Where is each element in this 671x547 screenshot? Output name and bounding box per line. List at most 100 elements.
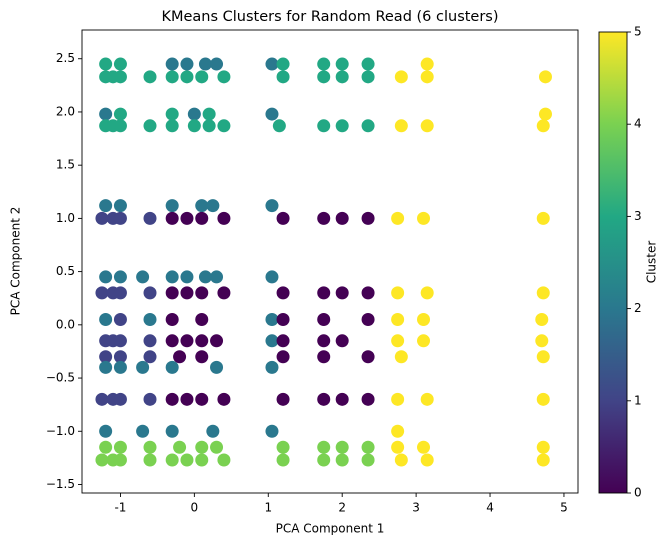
x-axis-label: PCA Component 1 <box>276 522 385 536</box>
point <box>265 107 279 121</box>
point <box>202 107 216 121</box>
point <box>113 313 127 327</box>
x-tick-label: 0 <box>191 501 199 515</box>
point <box>165 199 179 213</box>
point <box>113 360 127 374</box>
point <box>173 440 187 454</box>
point <box>180 334 194 348</box>
point <box>335 453 349 467</box>
point <box>391 211 405 225</box>
point <box>276 440 290 454</box>
point <box>361 119 375 133</box>
point <box>361 211 375 225</box>
point <box>335 119 349 133</box>
colorbar-tick-label: 2 <box>634 301 642 315</box>
point <box>276 313 290 327</box>
point <box>113 270 127 284</box>
point <box>217 453 231 467</box>
point <box>198 270 212 284</box>
point <box>420 70 434 84</box>
point <box>143 350 157 364</box>
point <box>317 392 331 406</box>
point <box>143 70 157 84</box>
y-tick-label: 1.0 <box>56 211 75 225</box>
point <box>536 350 550 364</box>
point <box>394 453 408 467</box>
point <box>99 440 113 454</box>
point <box>165 270 179 284</box>
point <box>391 313 405 327</box>
point <box>272 119 286 133</box>
point <box>195 313 209 327</box>
x-tick-label: 2 <box>338 501 346 515</box>
point <box>391 286 405 300</box>
point <box>335 334 349 348</box>
point <box>195 199 209 213</box>
point <box>143 119 157 133</box>
point <box>180 270 194 284</box>
point <box>361 57 375 71</box>
point <box>195 453 209 467</box>
point <box>317 350 331 364</box>
point <box>180 286 194 300</box>
point <box>317 57 331 71</box>
point <box>95 211 109 225</box>
point <box>165 119 179 133</box>
point <box>391 424 405 438</box>
point <box>95 392 109 406</box>
point <box>420 453 434 467</box>
point <box>265 270 279 284</box>
point <box>165 70 179 84</box>
point <box>361 350 375 364</box>
point <box>180 57 194 71</box>
point <box>317 334 331 348</box>
point <box>538 107 552 121</box>
point <box>317 313 331 327</box>
point <box>391 392 405 406</box>
point <box>265 313 279 327</box>
point <box>113 350 127 364</box>
point <box>165 313 179 327</box>
point <box>265 334 279 348</box>
colorbar-tick-label: 3 <box>634 209 642 223</box>
point <box>210 360 224 374</box>
point <box>391 334 405 348</box>
point <box>217 286 231 300</box>
point <box>143 313 157 327</box>
point <box>113 199 127 213</box>
point <box>536 440 550 454</box>
point <box>265 199 279 213</box>
point <box>136 424 150 438</box>
y-tick-label: 0.5 <box>56 264 75 278</box>
point <box>276 350 290 364</box>
point <box>317 440 331 454</box>
point <box>361 313 375 327</box>
point <box>276 57 290 71</box>
y-tick-label: −0.5 <box>46 371 75 385</box>
point <box>165 211 179 225</box>
point <box>335 70 349 84</box>
point <box>417 334 431 348</box>
point <box>276 70 290 84</box>
point <box>206 199 220 213</box>
point <box>99 199 113 213</box>
y-tick-label: 2.0 <box>56 104 75 118</box>
point <box>198 57 212 71</box>
point <box>276 334 290 348</box>
point <box>276 392 290 406</box>
y-tick-label: −1.0 <box>46 424 75 438</box>
point <box>113 119 127 133</box>
point <box>165 286 179 300</box>
point <box>265 360 279 374</box>
point <box>187 119 201 133</box>
point <box>394 119 408 133</box>
point <box>143 334 157 348</box>
point <box>195 392 209 406</box>
point <box>420 119 434 133</box>
point <box>180 211 194 225</box>
point <box>361 286 375 300</box>
point <box>265 424 279 438</box>
point <box>536 286 550 300</box>
points <box>95 57 552 467</box>
point <box>335 286 349 300</box>
